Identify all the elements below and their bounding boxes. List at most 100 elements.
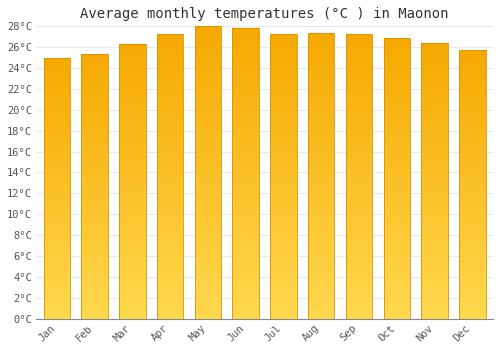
Bar bbox=[232, 264, 259, 266]
Bar bbox=[384, 199, 410, 201]
Bar bbox=[422, 291, 448, 293]
Bar bbox=[308, 269, 334, 271]
Bar bbox=[232, 172, 259, 174]
Bar bbox=[384, 274, 410, 275]
Bar bbox=[384, 303, 410, 306]
Bar bbox=[459, 134, 485, 136]
Bar bbox=[384, 135, 410, 137]
Bar bbox=[194, 149, 221, 151]
Bar bbox=[82, 100, 108, 102]
Bar bbox=[119, 147, 146, 148]
Bar bbox=[270, 182, 296, 184]
Bar bbox=[459, 260, 485, 261]
Bar bbox=[119, 161, 146, 163]
Bar bbox=[119, 185, 146, 187]
Bar bbox=[459, 140, 485, 141]
Bar bbox=[232, 208, 259, 210]
Bar bbox=[119, 132, 146, 134]
Bar bbox=[346, 317, 372, 318]
Bar bbox=[308, 61, 334, 63]
Bar bbox=[157, 208, 184, 210]
Bar bbox=[270, 39, 296, 41]
Bar bbox=[308, 65, 334, 67]
Bar bbox=[119, 119, 146, 121]
Bar bbox=[459, 177, 485, 179]
Bar bbox=[82, 98, 108, 100]
Bar bbox=[459, 56, 485, 57]
Bar bbox=[232, 235, 259, 237]
Bar bbox=[270, 258, 296, 260]
Bar bbox=[346, 72, 372, 74]
Bar bbox=[44, 228, 70, 230]
Bar bbox=[459, 208, 485, 209]
Bar bbox=[44, 299, 70, 301]
Bar bbox=[232, 158, 259, 160]
Bar bbox=[44, 219, 70, 221]
Bar bbox=[422, 58, 448, 60]
Bar bbox=[384, 266, 410, 268]
Bar bbox=[384, 83, 410, 85]
Bar bbox=[44, 204, 70, 205]
Bar bbox=[232, 42, 259, 44]
Bar bbox=[44, 160, 70, 162]
Bar bbox=[422, 72, 448, 74]
Bar bbox=[82, 166, 108, 167]
Bar bbox=[384, 244, 410, 246]
Bar bbox=[308, 227, 334, 229]
Bar bbox=[346, 159, 372, 161]
Bar bbox=[119, 125, 146, 126]
Bar bbox=[384, 264, 410, 266]
Bar bbox=[270, 92, 296, 95]
Bar bbox=[384, 56, 410, 58]
Bar bbox=[308, 240, 334, 242]
Bar bbox=[194, 122, 221, 124]
Bar bbox=[270, 189, 296, 191]
Bar bbox=[459, 120, 485, 122]
Bar bbox=[459, 115, 485, 117]
Bar bbox=[119, 196, 146, 198]
Bar bbox=[308, 307, 334, 309]
Bar bbox=[459, 297, 485, 299]
Bar bbox=[82, 224, 108, 225]
Bar bbox=[459, 193, 485, 195]
Bar bbox=[346, 87, 372, 89]
Bar bbox=[422, 179, 448, 181]
Bar bbox=[422, 216, 448, 217]
Bar bbox=[308, 40, 334, 42]
Bar bbox=[157, 142, 184, 144]
Bar bbox=[346, 254, 372, 256]
Bar bbox=[44, 85, 70, 87]
Bar bbox=[308, 234, 334, 237]
Bar bbox=[308, 204, 334, 206]
Bar bbox=[232, 206, 259, 208]
Bar bbox=[119, 242, 146, 244]
Bar bbox=[459, 313, 485, 315]
Bar bbox=[270, 142, 296, 144]
Bar bbox=[44, 101, 70, 103]
Bar bbox=[119, 232, 146, 234]
Bar bbox=[270, 56, 296, 58]
Bar bbox=[82, 76, 108, 77]
Bar bbox=[308, 254, 334, 256]
Bar bbox=[384, 158, 410, 160]
Bar bbox=[422, 274, 448, 276]
Bar bbox=[270, 212, 296, 214]
Bar bbox=[384, 75, 410, 77]
Bar bbox=[232, 108, 259, 110]
Bar bbox=[308, 160, 334, 162]
Bar bbox=[346, 55, 372, 56]
Bar bbox=[232, 119, 259, 121]
Bar bbox=[44, 117, 70, 119]
Bar bbox=[82, 79, 108, 81]
Bar bbox=[157, 317, 184, 318]
Bar bbox=[459, 299, 485, 301]
Bar bbox=[157, 235, 184, 237]
Bar bbox=[194, 167, 221, 168]
Bar bbox=[422, 252, 448, 254]
Bar bbox=[346, 92, 372, 95]
Bar bbox=[459, 152, 485, 154]
Bar bbox=[346, 100, 372, 102]
Bar bbox=[232, 214, 259, 216]
Bar bbox=[459, 145, 485, 147]
Bar bbox=[82, 109, 108, 111]
